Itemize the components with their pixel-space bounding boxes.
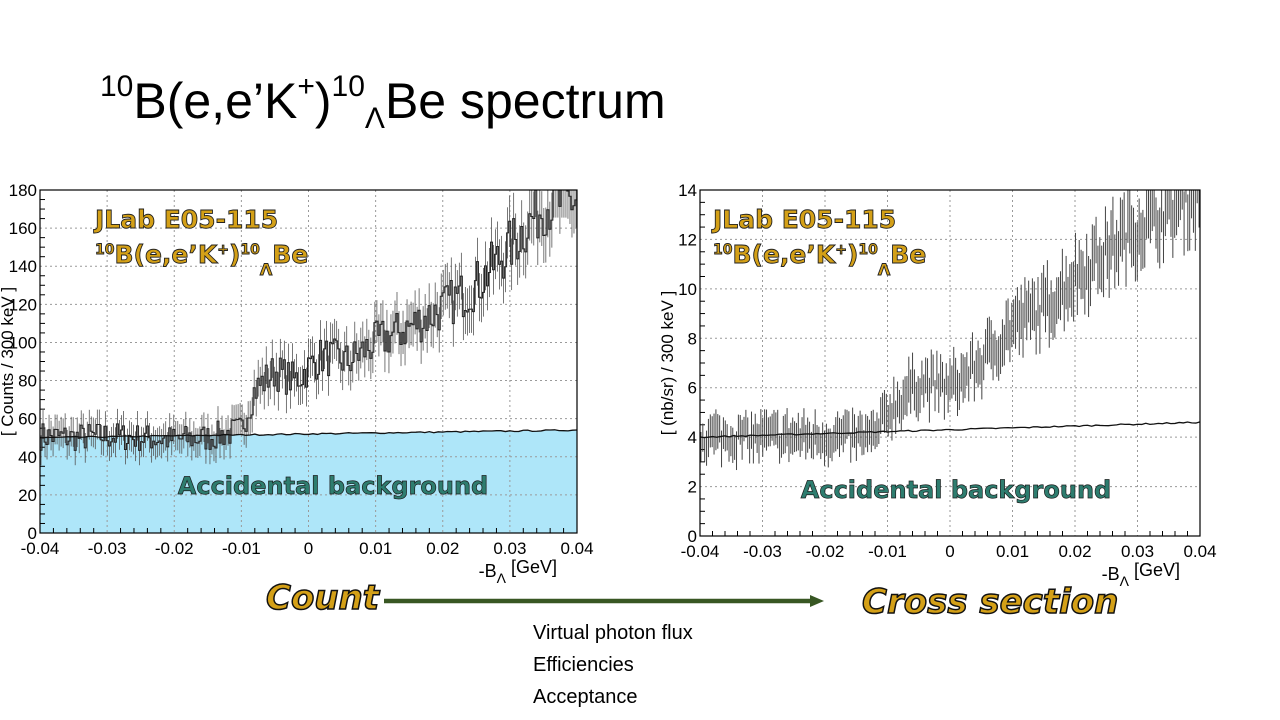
title-close: ) [314, 73, 332, 129]
xsec-chart-y-tick-label: 12 [678, 230, 697, 249]
xsec-chart-y-tick-label: 0 [688, 527, 697, 546]
count-chart-x-tick-label: -0.02 [155, 539, 194, 558]
count-chart-legend-plus: + [217, 242, 229, 258]
xsec-chart-y-tick-label: 8 [688, 329, 697, 348]
title-text-b: Be spectrum [384, 73, 666, 129]
xsec-chart-legend-title: JLab E05-115 [711, 205, 896, 234]
xsec-chart: -0.04 -0.03 -0.02 -0.01 0 0.01 0.02 0.03 0.04 0 2 4… [658, 181, 1217, 589]
xsec-chart-x-tick-label: -0.02 [806, 542, 845, 561]
count-chart-annotation: Accidental background [178, 472, 488, 500]
count-chart-x-tick-label: 0.01 [359, 539, 392, 558]
count-chart-y-tick-label: 100 [9, 333, 37, 352]
title-plus: + [297, 70, 315, 103]
xsec-chart-legend-plus: + [835, 242, 847, 258]
xsec-chart-x-tick-label: -0.03 [743, 542, 782, 561]
count-chart-x-tick-label: 0.02 [426, 539, 459, 558]
count-chart-x-axis-label: -BΛ [GeV] [479, 557, 557, 586]
xsec-chart-legend-mass-b: 10 [858, 242, 878, 258]
count-chart-y-tick-label: 80 [18, 372, 37, 391]
xsec-chart-x-tick-label: 0.04 [1183, 542, 1216, 561]
xsec-chart-x-tick-label: -0.01 [868, 542, 907, 561]
count-chart-y-tick-label: 160 [9, 219, 37, 238]
xsec-chart-y-tick-label: 10 [678, 280, 697, 299]
xsec-chart-legend-mass-a: 10 [713, 242, 733, 258]
count-chart-x-tick-label: -0.03 [88, 539, 127, 558]
count-chart-y-tick-label: 20 [18, 486, 37, 505]
xsec-chart-x-tick-label: 0.03 [1121, 542, 1154, 561]
count-chart-x-axis-label-sub: Λ [497, 570, 507, 586]
count-chart-frame [39, 189, 578, 534]
count-chart-y-tick-label: 0 [28, 524, 37, 543]
title-text-a: B(e,e’K [133, 73, 298, 129]
note-efficiencies: Efficiencies [533, 654, 634, 676]
count-chart-y-tick-label: 40 [18, 448, 37, 467]
count-chart-legend-text-a: B(e,e’K [114, 240, 218, 269]
slide-title: 10B(e,e’K+)10ΛBe spectrum [100, 72, 666, 134]
count-chart-legend-text-c: Be [272, 240, 308, 269]
title-mass-number-a: 10 [100, 70, 134, 103]
xsec-chart-annotation: Accidental background [801, 476, 1111, 504]
count-chart-x-tick-label: 0.04 [560, 539, 593, 558]
count-chart-x-axis-label-unit: [GeV] [506, 557, 557, 577]
count-chart-x-tick-label: 0.03 [493, 539, 526, 558]
note-acceptance: Acceptance [533, 686, 638, 708]
title-mass-number-b: 10 [331, 70, 365, 103]
count-chart-legend-title: JLab E05-115 [93, 205, 278, 234]
xsec-chart-x-tick-label: 0.01 [996, 542, 1029, 561]
xsec-chart-x-axis-label: -BΛ [GeV] [1102, 560, 1180, 589]
count-chart-legend-hyper: Λ [260, 260, 273, 279]
xsec-chart-frame [699, 189, 1201, 537]
count-chart-legend-text-b: ) [229, 240, 240, 269]
note-virtual-photon-flux: Virtual photon flux [533, 622, 693, 644]
xsec-chart-y-tick-label: 2 [688, 478, 697, 497]
count-chart-y-axis-label: [ Counts / 300 keV ] [0, 287, 17, 436]
xsec-chart-x-tick-label: 0 [945, 542, 954, 561]
count-chart-x-tick-label: 0 [304, 539, 313, 558]
flow-arrow-head [810, 595, 824, 607]
xsec-chart-accidental-curve [699, 421, 1201, 439]
count-chart-y-tick-label: 140 [9, 257, 37, 276]
caption-count: Count [265, 577, 379, 619]
count-chart-legend-mass-b: 10 [240, 242, 260, 258]
count-chart-x-axis-label-main: -B [479, 561, 497, 581]
xsec-chart-legend-text-c: Be [890, 240, 926, 269]
xsec-chart-y-tick-label: 4 [688, 428, 697, 447]
xsec-chart-legend-reaction: 10B(e,e’K+)10ΛBe [713, 240, 926, 279]
count-chart-y-tick-label: 120 [9, 295, 37, 314]
xsec-chart-legend-text-a: B(e,e’K [732, 240, 836, 269]
xsec-chart-x-tick-label: -0.04 [681, 542, 720, 561]
count-chart-x-tick-label: -0.04 [21, 539, 60, 558]
xsec-chart-x-axis-label-sub: Λ [1120, 573, 1130, 589]
xsec-chart-legend-text-b: ) [847, 240, 858, 269]
xsec-chart-x-axis-label-main: -B [1102, 564, 1120, 584]
count-chart-histogram [40, 189, 577, 451]
count-chart-legend-mass-a: 10 [95, 242, 115, 258]
count-chart-accidental-curve [39, 429, 578, 439]
xsec-chart-legend-hyper: Λ [878, 260, 891, 279]
xsec-chart-y-axis-label: [ (nb/sr) / 300 keV ] [658, 291, 677, 436]
title-hyperon: Λ [364, 102, 385, 135]
caption-cross-section: Cross section [861, 581, 1119, 623]
xsec-chart-x-tick-label: 0.02 [1058, 542, 1091, 561]
count-chart-legend-reaction: 10B(e,e’K+)10ΛBe [95, 240, 308, 279]
count-chart-y-tick-label: 180 [9, 181, 37, 200]
xsec-chart-y-tick-label: 6 [688, 379, 697, 398]
count-chart-x-tick-label: -0.01 [222, 539, 261, 558]
xsec-chart-x-axis-label-unit: [GeV] [1129, 560, 1180, 580]
count-chart-y-tick-label: 60 [18, 410, 37, 429]
count-chart: -0.04 -0.03 -0.02 -0.01 0 0.01 0.02 0.03 0.04 0 20… [0, 181, 594, 586]
xsec-chart-y-tick-label: 14 [678, 181, 697, 200]
